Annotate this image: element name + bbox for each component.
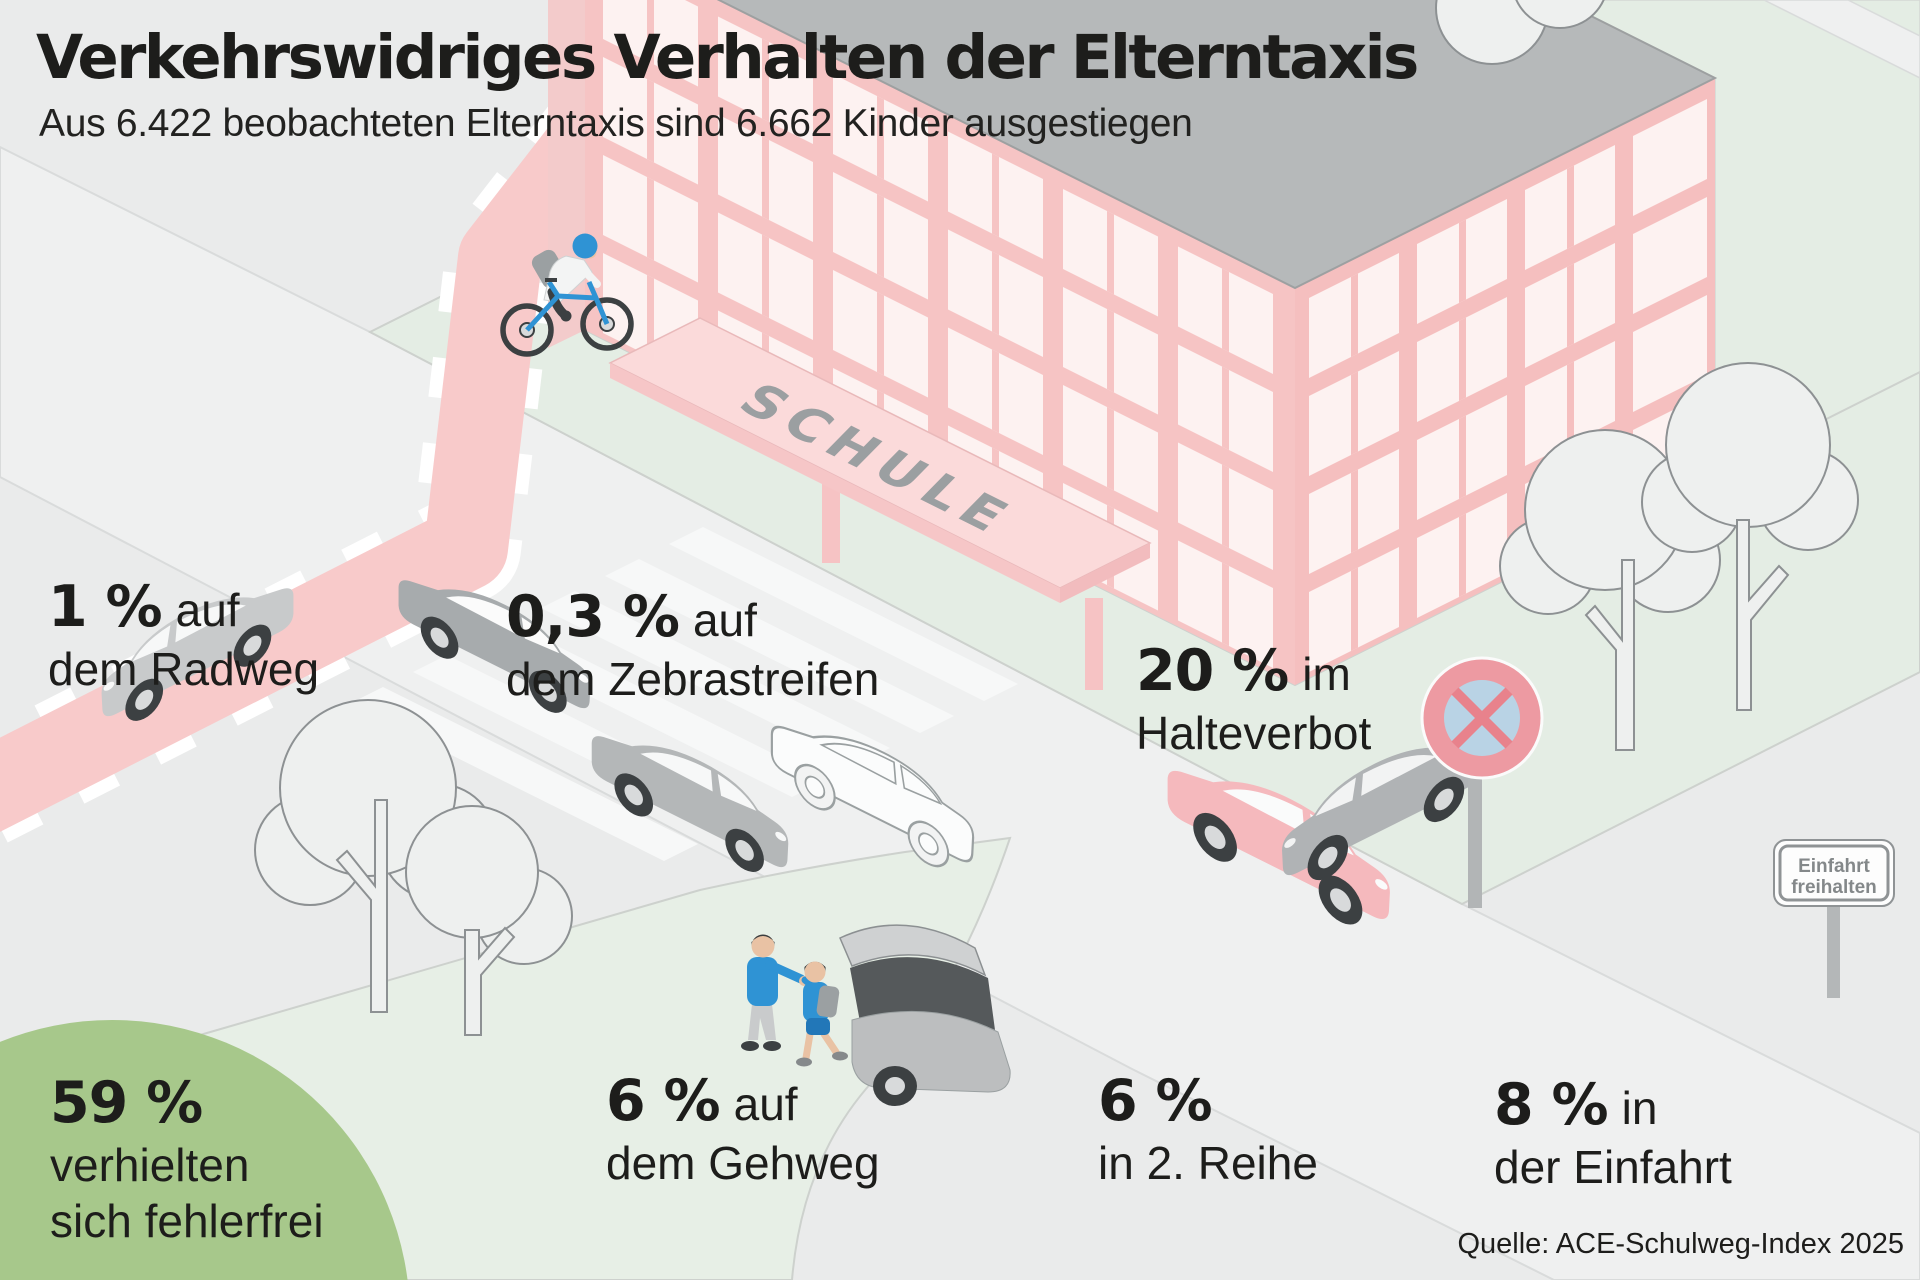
tree (254, 699, 497, 1013)
no-stopping-sign-icon (1420, 656, 1544, 908)
cyclist (500, 233, 634, 357)
corner-road (1763, 0, 1920, 79)
entrance-sign-line1: Einfahrt (1798, 856, 1870, 877)
car-trunk-open (839, 924, 1011, 1106)
tree (405, 805, 573, 1036)
school-canopy: SCHULE (608, 317, 1152, 690)
school-roof (716, 0, 1718, 290)
tree (1435, 0, 1605, 65)
entrance-sign: Einfahrt freihalten (1773, 839, 1895, 998)
entrance-sign-line2: freihalten (1791, 877, 1877, 898)
tree (1641, 362, 1859, 711)
green-circle (0, 1020, 408, 1280)
school-front-wall (585, 0, 1295, 685)
parent-and-child (741, 934, 848, 1067)
